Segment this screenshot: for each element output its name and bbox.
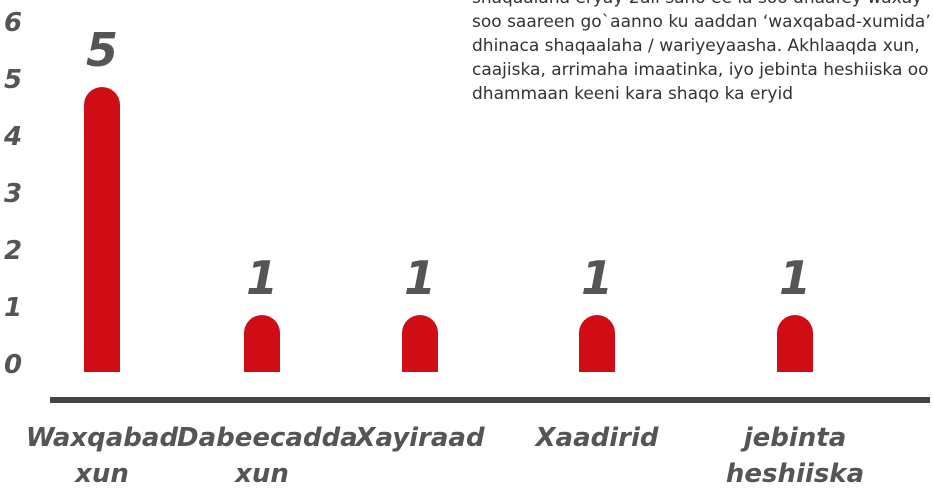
data-label: 1	[778, 251, 811, 305]
annotation: shaqaalaha eryay 2dii sano ee la soo dha…	[472, 0, 931, 104]
x-tick-label: jebinta heshiiska	[725, 423, 865, 489]
y-tick-label: 1	[4, 293, 23, 323]
data-label: 1	[245, 251, 278, 305]
y-tick-label: 2	[4, 236, 23, 266]
y-tick-label: 6	[4, 8, 23, 38]
bar	[244, 315, 280, 372]
x-axis-line	[50, 397, 930, 403]
y-tick-label: 0	[4, 350, 23, 380]
bar	[402, 315, 438, 372]
data-label: 1	[580, 251, 613, 305]
bar	[84, 87, 120, 372]
y-tick-label: 4	[4, 122, 23, 152]
x-tick-label: Waxqabad xun	[25, 423, 179, 489]
bar	[579, 315, 615, 372]
y-tick-label: 5	[4, 65, 23, 95]
x-tick-label: Dabeecadda xun	[177, 423, 358, 489]
y-tick-label: 3	[4, 179, 23, 209]
x-tick-label: Xaadirid	[535, 423, 659, 453]
x-tick-label: Xayiraad	[355, 423, 485, 453]
data-label: 1	[403, 251, 436, 305]
data-label: 5	[85, 23, 118, 77]
bar	[777, 315, 813, 372]
